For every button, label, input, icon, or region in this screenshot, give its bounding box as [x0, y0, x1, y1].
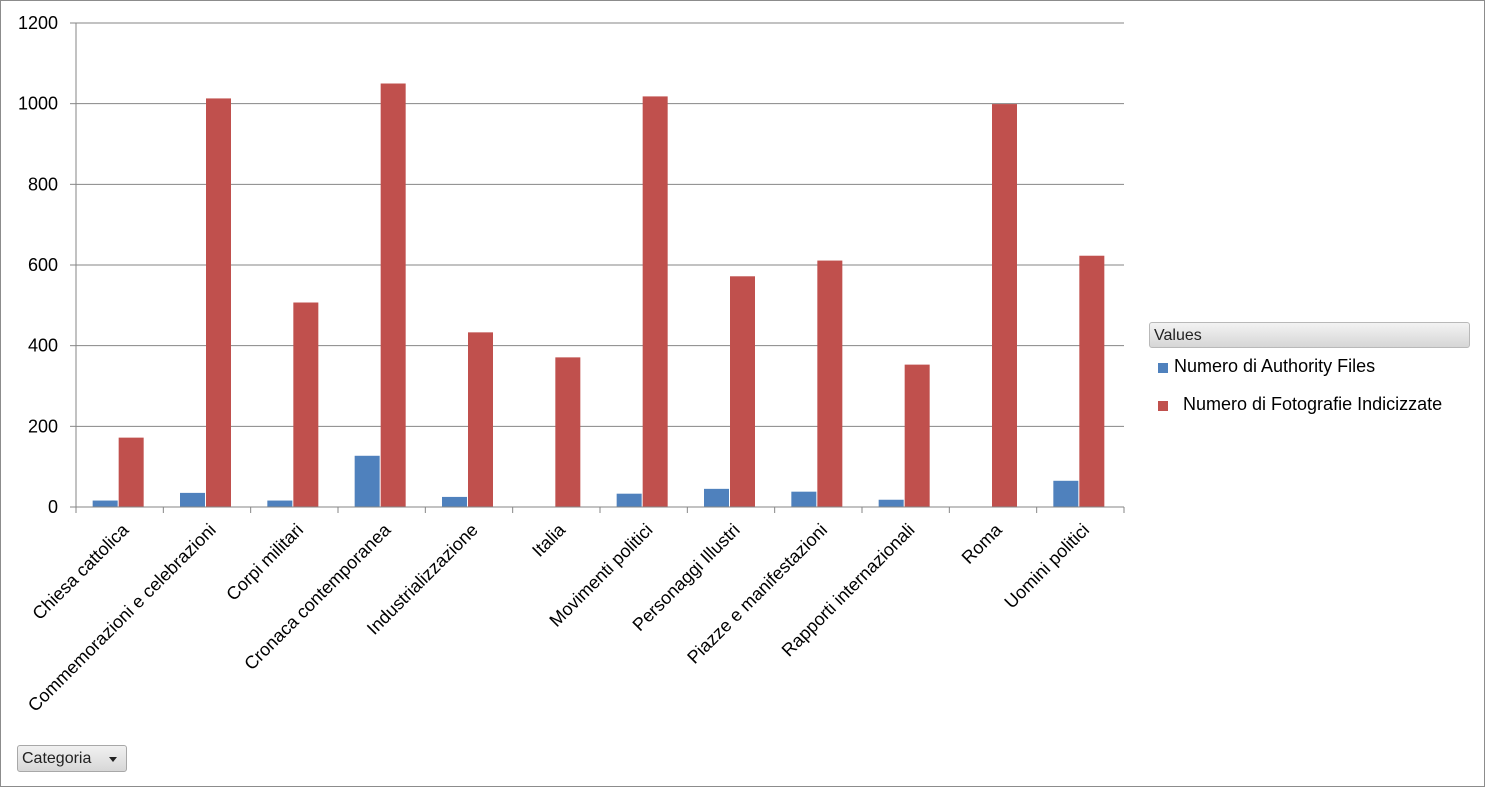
- bars: [92, 83, 1105, 507]
- gridlines: [76, 22, 1124, 427]
- bar-authority-files: [878, 499, 904, 507]
- bar-fotografie: [380, 83, 406, 507]
- bar-fotografie: [293, 302, 319, 507]
- legend-header[interactable]: Values: [1149, 322, 1470, 348]
- bar-authority-files: [616, 493, 642, 507]
- category-filter-label: Categoria: [22, 750, 92, 767]
- bar-fotografie: [555, 357, 581, 507]
- bar-fotografie: [206, 98, 231, 507]
- bar-fotografie: [118, 437, 144, 507]
- x-category-label: Commemorazioni e celebrazioni: [24, 520, 220, 716]
- bar-authority-files: [791, 491, 817, 507]
- legend-label-authority-files: Numero di Authority Files: [1174, 356, 1376, 376]
- bar-authority-files: [92, 500, 118, 507]
- dropdown-arrow-icon[interactable]: [109, 757, 117, 762]
- bar-fotografie: [992, 104, 1017, 507]
- axes: [70, 23, 1125, 513]
- x-category-label: Cronaca contemporanea: [240, 519, 395, 674]
- bar-fotografie: [904, 364, 930, 507]
- x-category-label: Corpi militari: [222, 520, 307, 605]
- x-category-label: Italia: [528, 519, 570, 561]
- bar-fotografie: [817, 260, 843, 507]
- bar-authority-files: [267, 500, 293, 507]
- legend-item-fotografie: Numero di Fotografie Indicizzate: [1149, 386, 1470, 424]
- y-tick-label: 600: [28, 255, 58, 275]
- legend-label-fotografie: Numero di Fotografie Indicizzate: [1183, 394, 1443, 414]
- x-category-label: Uomini politici: [1000, 520, 1093, 613]
- bar-fotografie: [642, 96, 668, 507]
- legend-item-authority-files: Numero di Authority Files: [1149, 348, 1470, 386]
- bar-authority-files: [442, 496, 467, 507]
- bar-authority-files: [354, 455, 380, 507]
- y-tick-label: 1000: [18, 94, 58, 114]
- legend-swatch-fotografie: [1158, 401, 1168, 411]
- y-tick-label: 400: [28, 336, 58, 356]
- y-tick-label: 1200: [18, 13, 58, 33]
- bar-authority-files: [704, 488, 729, 507]
- y-axis-ticks: 0 200 400 600 800 1000 1200: [18, 13, 76, 517]
- bar-fotografie: [1079, 255, 1105, 507]
- x-category-label: Roma: [958, 519, 1007, 568]
- bar-fotografie: [730, 276, 755, 507]
- legend: Values Numero di Authority Files Numero …: [1149, 322, 1470, 424]
- legend-swatch-authority-files: [1158, 363, 1168, 373]
- y-tick-label: 0: [48, 497, 58, 517]
- y-tick-label: 200: [28, 416, 58, 436]
- category-filter-button[interactable]: Categoria: [17, 745, 127, 772]
- bar-fotografie: [468, 332, 493, 507]
- y-tick-label: 800: [28, 174, 58, 194]
- x-category-label: Piazze e manifestazioni: [683, 520, 831, 668]
- bar-authority-files: [180, 492, 205, 507]
- bar-authority-files: [1053, 480, 1079, 507]
